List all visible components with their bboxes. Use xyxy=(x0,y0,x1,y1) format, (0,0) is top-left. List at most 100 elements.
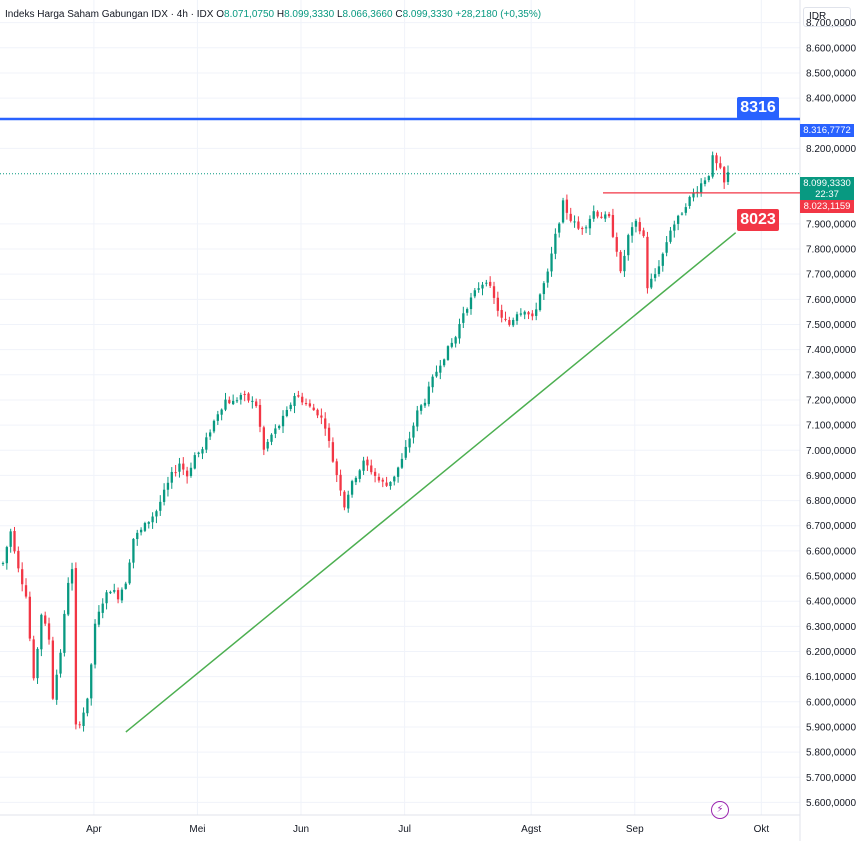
candle xyxy=(419,403,423,415)
y-tick-label: 7.900,0000 xyxy=(806,219,856,230)
y-tick-label: 6.800,0000 xyxy=(806,496,856,507)
candle xyxy=(508,316,511,327)
candle xyxy=(669,226,672,244)
candle xyxy=(90,663,93,706)
candle xyxy=(208,429,212,440)
support-callout: 8023 xyxy=(737,209,779,231)
candle xyxy=(212,419,216,434)
candle xyxy=(370,459,373,475)
candle xyxy=(13,526,16,554)
candle xyxy=(519,308,523,317)
candle xyxy=(442,358,446,368)
candle xyxy=(124,581,127,590)
y-tick-label: 6.100,0000 xyxy=(806,672,856,683)
candle xyxy=(492,281,496,304)
x-tick-label: Apr xyxy=(86,824,102,835)
close-value: 8.099,3330 xyxy=(402,9,453,20)
candle xyxy=(162,483,166,506)
candle xyxy=(680,211,684,216)
candle xyxy=(489,276,492,288)
candle xyxy=(619,250,622,274)
price-axis[interactable]: 8.700,0000 8.600,0000 8.500,0000 8.400,0000… xyxy=(806,18,856,809)
candle xyxy=(439,360,442,380)
lightning-icon[interactable]: ⚡ xyxy=(711,801,729,819)
candle xyxy=(335,458,338,483)
current-price-tag: 8.099,3330 22:37 xyxy=(800,177,854,201)
candle xyxy=(454,335,457,348)
candle xyxy=(136,529,139,546)
candle xyxy=(584,225,588,234)
candle xyxy=(615,232,618,257)
candle xyxy=(28,591,32,642)
candle xyxy=(469,292,473,315)
candle xyxy=(661,252,664,272)
candle xyxy=(51,636,55,701)
candle xyxy=(350,479,354,498)
candle xyxy=(408,431,411,453)
trendline[interactable] xyxy=(125,232,737,733)
candle xyxy=(400,453,404,470)
candle xyxy=(220,408,223,421)
y-tick-label: 7.800,0000 xyxy=(806,245,856,256)
candle xyxy=(711,151,714,179)
candle xyxy=(251,396,254,409)
candle xyxy=(339,469,342,496)
candle xyxy=(170,467,173,489)
candle xyxy=(604,211,607,223)
candle xyxy=(201,446,204,460)
candle xyxy=(431,374,434,393)
candle xyxy=(32,635,35,681)
time-axis[interactable]: Apr Mei Jun Jul Agst Sep Okt xyxy=(86,824,769,835)
candle xyxy=(70,562,74,591)
candle xyxy=(546,268,549,288)
candle xyxy=(304,398,308,406)
bar-countdown: 22:37 xyxy=(815,189,839,200)
candle xyxy=(500,304,503,323)
candle xyxy=(155,509,158,524)
candle xyxy=(657,260,661,277)
candle xyxy=(696,186,699,198)
candle xyxy=(166,476,170,497)
candle xyxy=(93,619,97,669)
candle xyxy=(247,392,250,403)
candle xyxy=(132,538,135,569)
candle xyxy=(515,311,519,325)
candle xyxy=(178,457,181,478)
y-tick-label: 6.200,0000 xyxy=(806,647,856,658)
currency-selector[interactable]: IDR xyxy=(803,7,851,27)
candle xyxy=(343,490,346,511)
candle xyxy=(312,403,315,411)
candle xyxy=(113,583,116,594)
candle xyxy=(458,318,461,344)
candle xyxy=(592,205,595,222)
candle xyxy=(723,165,726,189)
candle xyxy=(423,398,427,408)
candle xyxy=(412,422,415,444)
candle xyxy=(466,307,469,316)
candle xyxy=(101,598,104,619)
candle xyxy=(561,197,565,224)
candle xyxy=(473,288,476,299)
candle xyxy=(684,203,687,216)
low-value: 8.066,3660 xyxy=(342,9,393,20)
candle xyxy=(600,212,603,219)
y-tick-label: 6.500,0000 xyxy=(806,572,856,583)
y-tick-label: 8.700,0000 xyxy=(806,18,856,29)
y-tick-label: 6.900,0000 xyxy=(806,471,856,482)
symbol-header: Indeks Harga Saham Gabungan IDX · 4h · I… xyxy=(5,9,542,20)
candle xyxy=(596,210,599,219)
candlesticks xyxy=(1,151,730,732)
candle xyxy=(120,587,124,604)
candle xyxy=(274,424,277,439)
candle xyxy=(55,669,58,705)
candle xyxy=(588,215,592,235)
candle xyxy=(703,177,707,187)
candle xyxy=(642,227,645,238)
candle xyxy=(630,222,634,243)
candle xyxy=(550,246,553,277)
candle xyxy=(281,410,285,434)
candle xyxy=(59,649,62,678)
candle xyxy=(450,338,453,349)
x-tick-label: Okt xyxy=(754,824,770,835)
